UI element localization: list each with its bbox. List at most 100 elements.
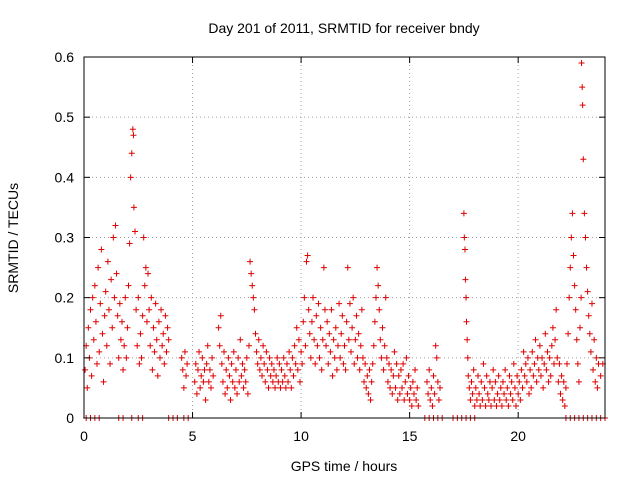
data-point [328, 306, 335, 313]
data-point [95, 264, 102, 271]
data-point [550, 360, 557, 367]
data-point [263, 348, 270, 355]
data-point [555, 378, 562, 385]
data-point [504, 384, 511, 391]
data-point [396, 390, 403, 397]
data-point [520, 348, 527, 355]
data-point [492, 378, 499, 385]
data-point [113, 270, 120, 277]
chart-title: Day 201 of 2011, SRMTID for receiver bnd… [208, 20, 479, 36]
data-point [566, 294, 573, 301]
data-point [142, 264, 149, 271]
data-point [274, 354, 281, 361]
data-point [547, 372, 554, 379]
data-point [402, 378, 409, 385]
data-point [139, 312, 146, 319]
data-point [280, 354, 287, 361]
data-point [371, 318, 378, 325]
data-point [491, 396, 498, 403]
data-point [184, 360, 191, 367]
data-point [544, 348, 551, 355]
data-point [526, 390, 533, 397]
data-point [522, 360, 529, 367]
data-point [580, 156, 587, 163]
data-point [568, 234, 575, 241]
data-point [165, 336, 172, 343]
data-point [376, 306, 383, 313]
data-point [104, 258, 111, 265]
data-point [270, 366, 277, 373]
data-point [310, 294, 317, 301]
data-point [149, 366, 156, 373]
data-point [363, 384, 370, 391]
data-point [495, 372, 502, 379]
data-point [517, 396, 524, 403]
data-point [158, 306, 165, 313]
data-point [287, 366, 294, 373]
data-point [481, 384, 488, 391]
data-point [311, 336, 318, 343]
data-point [413, 396, 420, 403]
data-point [383, 354, 390, 361]
data-point [575, 378, 582, 385]
data-point [357, 342, 364, 349]
data-point [512, 402, 519, 409]
data-point [135, 294, 142, 301]
data-point [192, 360, 199, 367]
data-point [312, 360, 319, 367]
data-point [98, 246, 105, 253]
data-point [594, 384, 601, 391]
data-point [191, 378, 198, 385]
data-point [581, 210, 588, 217]
data-point [194, 366, 201, 373]
data-point [341, 342, 348, 349]
data-point [127, 174, 134, 181]
data-point [283, 360, 290, 367]
data-point [241, 366, 248, 373]
data-point [202, 396, 209, 403]
data-point [231, 384, 238, 391]
data-point [497, 384, 504, 391]
x-axis-label: GPS time / hours [291, 458, 398, 474]
data-point [159, 342, 166, 349]
data-point [132, 228, 139, 235]
data-point [369, 360, 376, 367]
data-point [501, 390, 508, 397]
data-point [141, 282, 148, 289]
data-point [466, 384, 473, 391]
data-point [349, 324, 356, 331]
data-point [531, 360, 538, 367]
data-point [392, 384, 399, 391]
data-point [128, 150, 135, 157]
axis-ticks: 0 5 10 15 20 0 0.1 0.2 0.3 0.4 0.5 0.6 [55, 49, 605, 444]
data-point [260, 342, 267, 349]
y-tick-label: 0.1 [55, 350, 75, 366]
data-point [134, 342, 141, 349]
data-point [482, 402, 489, 409]
data-point [256, 366, 263, 373]
data-point [108, 276, 115, 283]
data-point [582, 234, 589, 241]
data-point [277, 384, 284, 391]
data-point [508, 378, 515, 385]
data-point [464, 354, 471, 361]
data-point [342, 366, 349, 373]
data-point [140, 234, 147, 241]
data-point [414, 384, 421, 391]
data-point [232, 366, 239, 373]
data-point [245, 342, 252, 349]
data-point [294, 366, 301, 373]
data-point [468, 378, 475, 385]
data-point [109, 324, 116, 331]
data-point [346, 300, 353, 307]
data-point [386, 360, 393, 367]
data-point [217, 312, 224, 319]
data-point [276, 360, 283, 367]
data-point [377, 336, 384, 343]
data-point [180, 384, 187, 391]
data-point [242, 378, 249, 385]
data-point [243, 354, 250, 361]
data-point [490, 366, 497, 373]
data-point [570, 252, 577, 259]
